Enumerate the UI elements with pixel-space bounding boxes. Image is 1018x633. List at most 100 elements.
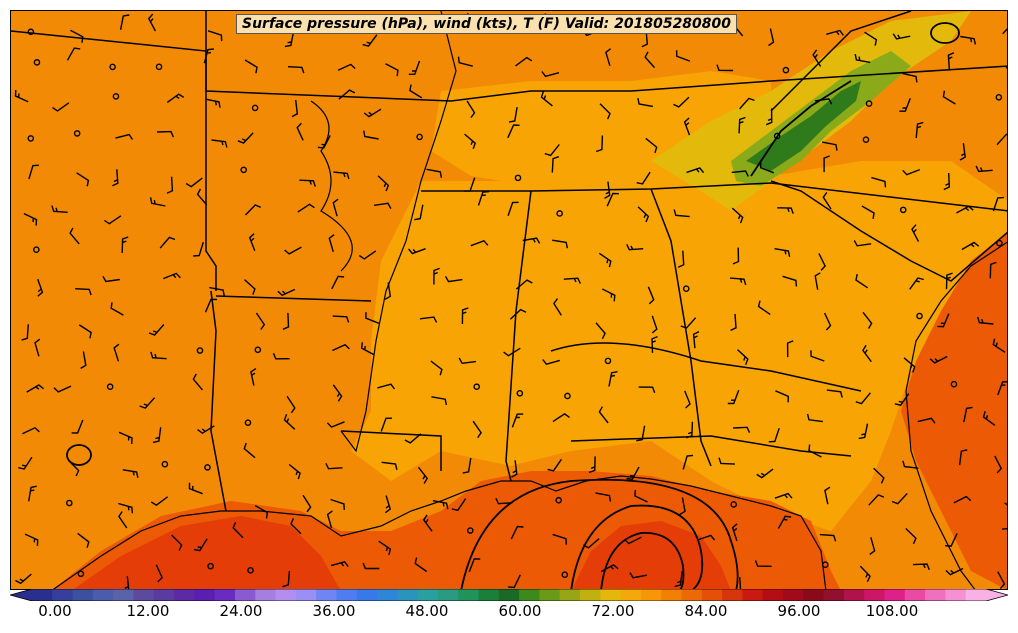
wind-barb [854, 53, 871, 64]
wind-barb [78, 324, 92, 339]
calm-station-marker [899, 206, 907, 214]
wind-barb [193, 241, 204, 257]
wind-barb [692, 330, 700, 349]
wind-barb [953, 495, 972, 504]
wind-barbs [14, 12, 1007, 589]
wind-barb [419, 316, 438, 323]
wind-barb [150, 496, 169, 507]
wind-barb [110, 302, 124, 316]
wind-barb [155, 564, 163, 583]
colorbar-tick-label: 84.00 [684, 602, 728, 620]
wind-barb [112, 169, 119, 187]
wind-barb [461, 307, 469, 325]
wind-barb [76, 172, 90, 187]
calm-station-marker [773, 132, 781, 140]
wind-barb [855, 392, 871, 405]
calm-station-marker [416, 133, 423, 141]
colorbar-swatch [52, 589, 74, 601]
wind-barb [629, 572, 648, 579]
wind-barb [765, 108, 773, 126]
colorbar-swatch [783, 589, 804, 601]
colorbar-swatch [72, 589, 94, 601]
calm-station-marker [254, 346, 262, 354]
wind-barb [243, 442, 256, 459]
colorbar-tick-label: 72.00 [591, 602, 635, 620]
map-title: Surface pressure (hPa), wind (kts), T (F… [236, 14, 738, 34]
calm-station-marker [466, 527, 474, 534]
wind-barb [641, 30, 649, 48]
wind-barb [634, 489, 648, 503]
calm-station-marker [155, 63, 163, 71]
wind-barb [873, 467, 885, 484]
wind-barb [52, 102, 70, 112]
calm-station-marker [862, 136, 870, 143]
wind-barb [680, 317, 697, 329]
coastline [52, 11, 1007, 589]
wind-barb [673, 96, 690, 108]
calm-station-marker [996, 239, 1003, 247]
wind-barb [814, 98, 833, 105]
wind-barb [731, 170, 749, 177]
wind-barb [330, 498, 345, 510]
wind-barb [623, 536, 642, 545]
wind-barb [287, 66, 305, 74]
wind-barb [912, 563, 930, 570]
wind-barb [34, 338, 41, 357]
wind-barb [892, 33, 911, 40]
colorbar-swatch [295, 589, 317, 601]
wind-barb [332, 384, 343, 402]
colorbar-swatch [478, 589, 500, 601]
wind-barb [470, 239, 489, 247]
colorbar-swatch [600, 589, 622, 601]
wind-barb [868, 494, 885, 506]
wind-barb [997, 381, 1007, 396]
wind-barb [637, 97, 654, 108]
wind-barb [495, 497, 513, 505]
wind-barb [826, 389, 843, 398]
wind-barb [582, 538, 600, 549]
calm-station-marker [161, 460, 169, 468]
wind-barb [426, 168, 443, 178]
wind-barb [166, 176, 174, 194]
wind-barb [777, 515, 792, 529]
wind-barb [468, 558, 481, 573]
colorbar-swatch [519, 589, 541, 601]
map-canvas [11, 11, 1007, 589]
wind-barb [786, 340, 794, 358]
wind-barb [902, 168, 921, 176]
colorbar-swatch [92, 589, 114, 601]
colorbar-tick-label: 24.00 [219, 602, 263, 620]
wind-barb [909, 277, 924, 290]
wind-barb [994, 455, 1003, 474]
wind-barb [255, 312, 266, 330]
wind-barb [718, 457, 735, 465]
calm-station-marker [247, 567, 254, 574]
wind-barb [637, 206, 650, 223]
wind-barb [409, 84, 423, 99]
calm-station-marker [33, 246, 40, 253]
wind-barb [325, 462, 343, 470]
wind-barb [331, 275, 345, 290]
wind-barb [282, 570, 291, 588]
wind-barb [286, 395, 296, 414]
colorbar-swatch [762, 589, 784, 601]
colorbar [10, 589, 1008, 601]
wind-barb [626, 466, 640, 480]
wind-barb [961, 241, 980, 251]
wind-barb [384, 495, 392, 514]
colorbar-swatch [742, 589, 764, 601]
colorbar-swatch [133, 589, 155, 601]
wind-barb [28, 164, 39, 180]
wind-barb [171, 534, 183, 551]
wind-barb [149, 197, 166, 207]
wind-barb [457, 56, 473, 67]
calm-station-marker [995, 94, 1003, 101]
wind-barb [24, 533, 39, 546]
wind-barb [824, 486, 831, 505]
wind-barb [302, 494, 312, 513]
colorbar-tick-label: 0.00 [38, 602, 72, 620]
wind-barb [119, 14, 130, 30]
wind-barb [757, 300, 771, 315]
wind-barb [982, 411, 996, 426]
wind-barb [373, 202, 392, 209]
